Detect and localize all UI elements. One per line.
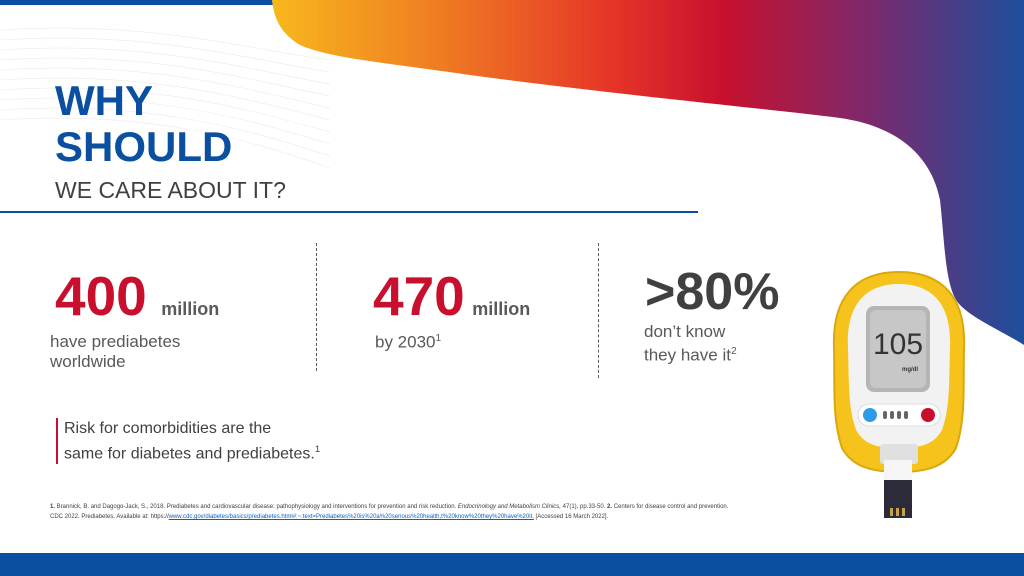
title-why: WHY xyxy=(55,77,153,124)
risk-note: Risk for comorbidities are the same for … xyxy=(56,418,321,465)
footnote-marker: 2 xyxy=(730,346,737,357)
risk-line: same for diabetes and prediabetes. xyxy=(64,445,315,463)
stat-description: have prediabetes worldwide xyxy=(50,332,180,372)
ref-text: [Accessed 16 March 2022]. xyxy=(533,514,609,520)
footnote-marker: 1 xyxy=(314,444,321,455)
column-divider xyxy=(316,243,317,371)
stat-desc-line: by 2030 xyxy=(375,332,436,352)
stat-unit: million xyxy=(472,299,531,319)
line-pattern xyxy=(0,27,331,169)
ref-text: 47(1), pp.33-50. xyxy=(560,504,608,510)
stat-desc-line: worldwide xyxy=(50,352,126,371)
ref-journal: Endocrinology and Metabolism Clinics, xyxy=(457,504,561,510)
glucose-meter-icon: 105 mg/dl xyxy=(832,270,966,518)
ref-number: 1. xyxy=(50,504,56,510)
ref-link[interactable]: www.cdc.gov/diabetes/basics/prediabetes.… xyxy=(168,514,534,520)
stat-value: 470 xyxy=(373,265,465,327)
stat-description: don’t know they have it2 xyxy=(644,322,737,366)
stat-unaware: >80% xyxy=(645,263,780,321)
risk-line: Risk for comorbidities are the xyxy=(64,420,272,437)
ref-text: CDC 2022. Prediabetes. Available at: htt… xyxy=(50,514,169,520)
meter-reading: 105 xyxy=(873,328,923,361)
title-should: SHOULD xyxy=(55,123,233,170)
stat-value: 400 xyxy=(55,265,147,327)
footnote-marker: 1 xyxy=(435,333,442,344)
meter-unit: mg/dl xyxy=(902,367,918,373)
stat-desc-line: have prediabetes xyxy=(50,332,181,351)
column-divider xyxy=(598,243,599,378)
ref-number: 2. xyxy=(607,504,613,510)
stat-prediabetes: 400 million xyxy=(55,268,219,324)
references: 1. Brannick, B. and Dagogo-Jack, S., 201… xyxy=(50,502,830,522)
stat-description: by 20301 xyxy=(375,329,441,353)
ref-text: Brannick, B. and Dagogo-Jack, S., 2018. … xyxy=(55,504,458,510)
stat-unit: million xyxy=(161,299,220,319)
title-divider xyxy=(0,211,698,213)
ref-text: Centers for disease control and preventi… xyxy=(612,504,729,510)
stat-projection: 470 million xyxy=(373,268,530,324)
stat-desc-line: they have it xyxy=(644,345,731,365)
title-subtitle: WE CARE ABOUT IT? xyxy=(55,177,286,203)
gradient-swoosh xyxy=(272,0,1024,345)
bottom-bar xyxy=(0,553,1024,576)
stat-desc-line: don’t know xyxy=(644,322,726,341)
top-left-blue-strip xyxy=(0,0,285,5)
